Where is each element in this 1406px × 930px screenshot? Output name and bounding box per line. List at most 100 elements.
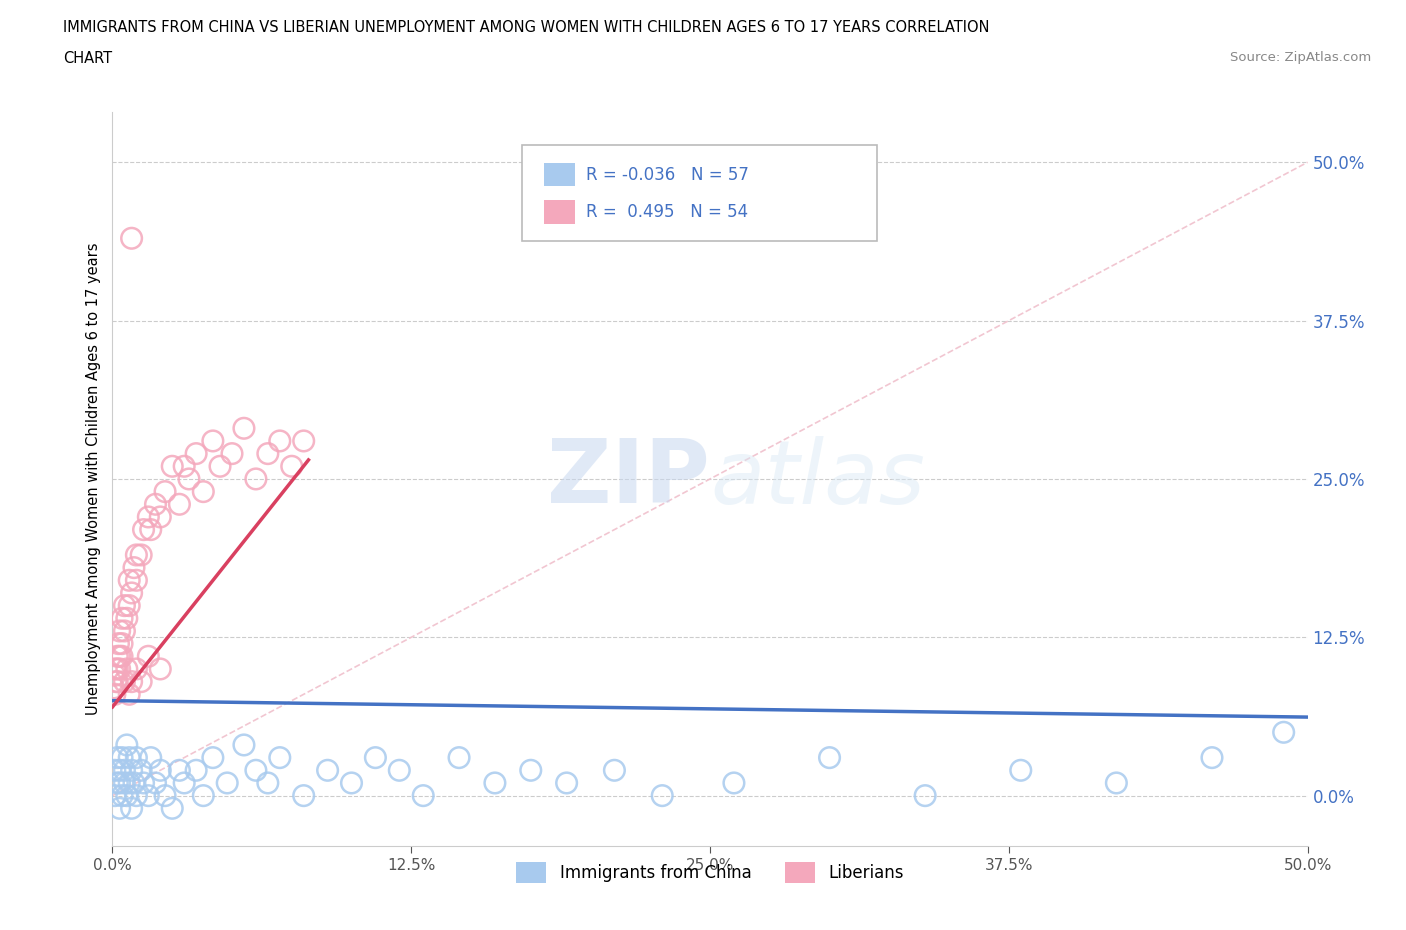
- Point: [145, 497, 167, 512]
- Point: [209, 458, 232, 473]
- Point: [555, 776, 578, 790]
- Text: R = -0.036   N = 57: R = -0.036 N = 57: [586, 166, 749, 184]
- Point: [129, 548, 152, 563]
- Point: [316, 763, 339, 777]
- Point: [125, 661, 148, 676]
- Point: [520, 763, 543, 777]
- Point: [105, 661, 128, 676]
- Text: atlas: atlas: [710, 436, 925, 522]
- Point: [103, 681, 125, 696]
- Point: [125, 789, 148, 804]
- Point: [108, 649, 131, 664]
- Point: [651, 789, 673, 804]
- Point: [603, 763, 626, 777]
- Point: [129, 763, 152, 777]
- Point: [269, 751, 291, 765]
- Point: [111, 649, 134, 664]
- Point: [108, 801, 131, 816]
- Point: [177, 472, 200, 486]
- Point: [201, 433, 224, 448]
- Point: [105, 776, 128, 790]
- Point: [114, 763, 135, 777]
- Point: [118, 573, 141, 588]
- Point: [118, 687, 141, 702]
- Point: [138, 789, 160, 804]
- Point: [111, 751, 134, 765]
- Point: [122, 776, 145, 790]
- Point: [281, 458, 304, 473]
- Point: [1201, 751, 1223, 765]
- Point: [1105, 776, 1128, 790]
- Point: [122, 560, 145, 575]
- Point: [162, 801, 183, 816]
- Point: [132, 776, 155, 790]
- Text: R =  0.495   N = 54: R = 0.495 N = 54: [586, 203, 748, 221]
- Point: [121, 231, 143, 246]
- Point: [221, 446, 243, 461]
- Point: [364, 751, 387, 765]
- Point: [104, 687, 127, 702]
- Point: [104, 668, 127, 683]
- Text: IMMIGRANTS FROM CHINA VS LIBERIAN UNEMPLOYMENT AMONG WOMEN WITH CHILDREN AGES 6 : IMMIGRANTS FROM CHINA VS LIBERIAN UNEMPL…: [63, 20, 990, 35]
- Point: [108, 623, 131, 638]
- Point: [107, 636, 129, 651]
- Point: [169, 763, 191, 777]
- Point: [233, 737, 256, 752]
- Point: [105, 751, 128, 765]
- Point: [292, 789, 315, 804]
- Point: [111, 611, 134, 626]
- Point: [104, 763, 127, 777]
- Y-axis label: Unemployment Among Women with Children Ages 6 to 17 years: Unemployment Among Women with Children A…: [86, 243, 101, 715]
- Point: [121, 586, 143, 601]
- Point: [149, 510, 172, 525]
- Point: [723, 776, 745, 790]
- Point: [129, 674, 152, 689]
- Point: [121, 763, 143, 777]
- Point: [139, 522, 162, 537]
- Point: [484, 776, 506, 790]
- Point: [114, 623, 135, 638]
- Point: [115, 789, 138, 804]
- Point: [153, 485, 176, 499]
- Point: [105, 674, 128, 689]
- Point: [105, 674, 128, 689]
- Point: [125, 751, 148, 765]
- Point: [914, 789, 936, 804]
- Point: [818, 751, 841, 765]
- Point: [186, 446, 208, 461]
- Point: [447, 751, 470, 765]
- Point: [217, 776, 239, 790]
- Point: [412, 789, 434, 804]
- Point: [173, 776, 195, 790]
- Point: [125, 548, 148, 563]
- Point: [138, 649, 160, 664]
- Point: [233, 421, 256, 436]
- Text: Source: ZipAtlas.com: Source: ZipAtlas.com: [1230, 51, 1371, 64]
- Point: [340, 776, 363, 790]
- Point: [149, 763, 172, 777]
- Point: [105, 649, 128, 664]
- Point: [169, 497, 191, 512]
- Point: [104, 789, 127, 804]
- Point: [149, 661, 172, 676]
- Point: [118, 751, 141, 765]
- Point: [193, 485, 215, 499]
- Point: [201, 751, 224, 765]
- Point: [257, 446, 280, 461]
- Point: [145, 776, 167, 790]
- Point: [108, 776, 131, 790]
- Point: [292, 433, 315, 448]
- Point: [114, 674, 135, 689]
- Point: [114, 776, 135, 790]
- Point: [118, 598, 141, 613]
- Point: [139, 751, 162, 765]
- Legend: Immigrants from China, Liberians: Immigrants from China, Liberians: [510, 856, 910, 889]
- Point: [115, 737, 138, 752]
- Point: [118, 776, 141, 790]
- Point: [104, 661, 127, 676]
- Point: [245, 763, 267, 777]
- Point: [257, 776, 280, 790]
- Point: [162, 458, 183, 473]
- Point: [186, 763, 208, 777]
- Text: CHART: CHART: [63, 51, 112, 66]
